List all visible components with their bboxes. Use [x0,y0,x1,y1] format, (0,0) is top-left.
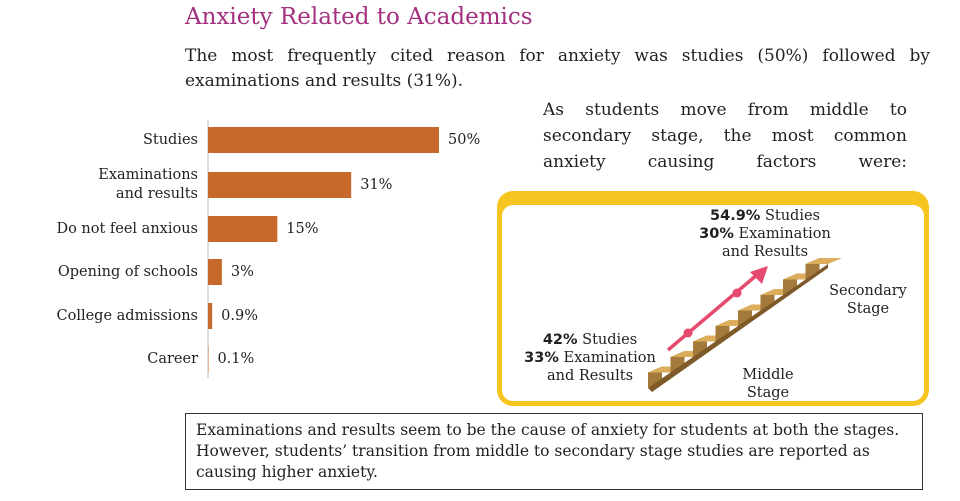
arrow-line [666,272,760,352]
category-label: Do not feel anxious [56,220,198,237]
category-label: College admissions [56,307,199,324]
item-value: 54.9% [710,208,761,224]
item-label: Examination and Results [721,226,831,260]
stair-tread [805,258,842,264]
item: 33% Examination and Results [511,349,669,385]
item: 54.9% Studies [680,207,850,225]
value-label: 15% [286,221,319,237]
arrow-dot [683,328,693,338]
secondary-items: 54.9% Studies 30% Examination and Result… [680,207,850,261]
value-label: 3% [230,264,254,280]
item-value: 42% [542,332,578,348]
bar [208,303,213,329]
bar [208,127,439,153]
bar [208,172,352,198]
transition-text: As students move from middle to secondar… [543,100,907,172]
item-value: 33% [524,350,559,366]
title: Anxiety Related to Academics [185,4,533,30]
category-label: Examinations and results [98,167,198,202]
value-label: 50% [448,132,481,148]
category-label: Opening of schools [57,263,198,280]
arrow-dot [732,288,742,298]
value-label: 31% [360,177,393,193]
conclusion: Examinations and results seem to be the … [185,413,923,490]
category-label: Studies [142,131,198,148]
item: 42% Studies [505,331,675,349]
arrow-head [750,266,768,284]
secondary-stage: Secondary Stage [829,283,907,317]
intro: The most frequently cited reason for anx… [185,46,930,91]
value-label: 0.9% [221,308,258,324]
staircase [648,258,842,392]
category-label: Career [147,350,198,367]
item-label: Studies [582,332,638,348]
item: 30% Examination and Results [690,225,840,261]
item-label: Examination and Results [546,350,656,384]
bar [208,216,278,242]
middle-stage: Middle Stage [742,367,794,401]
value-label: 0.1% [217,351,255,367]
stair-side [648,264,828,392]
stage-panel [502,205,924,401]
bar [208,259,222,285]
item-label: Studies [764,208,820,224]
middle-items: 42% Studies 33% Examination and Results [505,331,675,385]
item-value: 30% [699,226,734,242]
